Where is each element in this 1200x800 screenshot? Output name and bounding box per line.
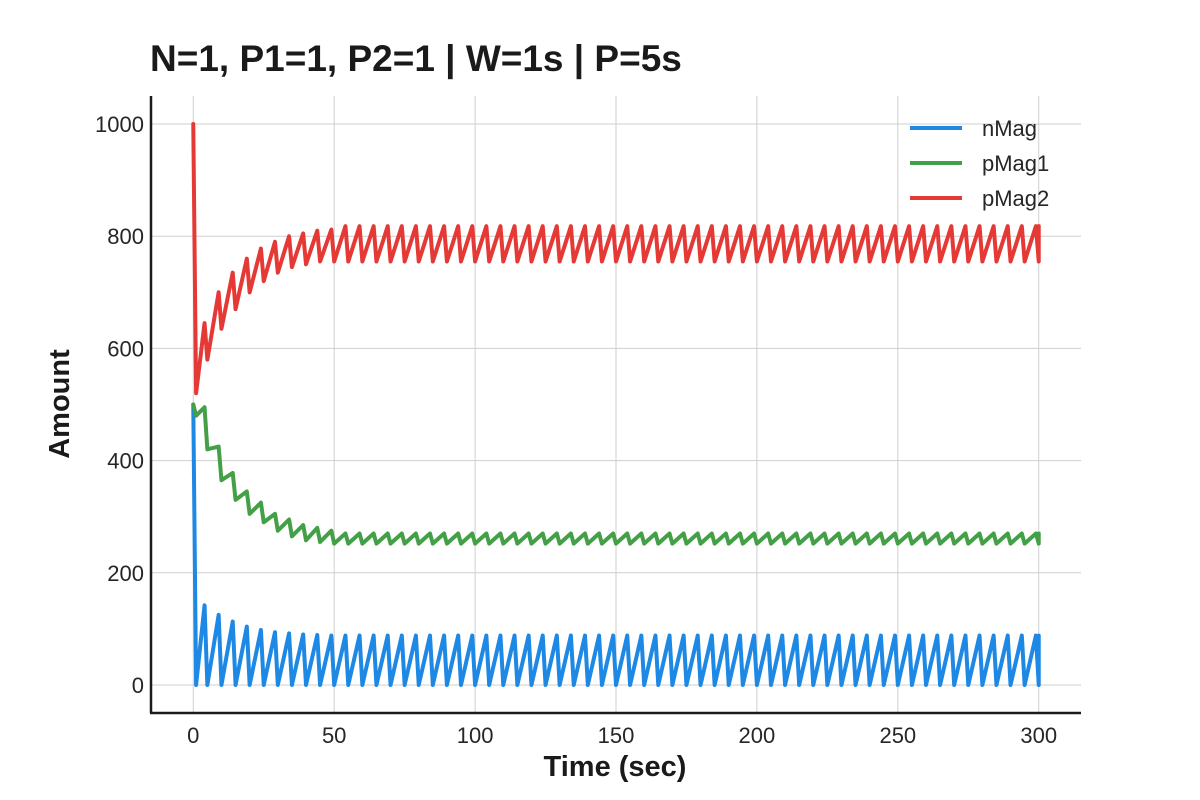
legend-label-pMag1: pMag1 [982,151,1049,176]
x-tick-labels: 0 50 100 150 200 250 300 [187,723,1057,748]
legend-label-pMag2: pMag2 [982,186,1049,211]
plot-series [191,122,1041,687]
y-tick-label: 1000 [95,112,144,137]
grid-lines [151,96,1081,713]
y-axis-label: Amount [44,349,76,459]
series-line-pMag2 [191,122,1041,396]
y-tick-label: 600 [107,336,144,361]
legend-label-nMag: nMag [982,116,1037,141]
x-tick-label: 300 [1020,723,1057,748]
y-tick-labels: 0 200 400 600 800 1000 [95,112,144,698]
y-tick-label: 200 [107,561,144,586]
x-tick-label: 150 [598,723,635,748]
x-tick-label: 50 [322,723,346,748]
x-axis-label: Time (sec) [544,751,687,783]
x-tick-label: 250 [879,723,916,748]
y-tick-label: 800 [107,224,144,249]
chart-title: N=1, P1=1, P2=1 | W=1s | P=5s [150,38,682,80]
x-tick-label: 100 [457,723,494,748]
x-tick-label: 200 [739,723,776,748]
series-line-pMag1 [191,402,1041,546]
legend: nMag pMag1 pMag2 [910,116,1049,211]
x-tick-label: 0 [187,723,199,748]
y-tick-label: 0 [132,673,144,698]
y-tick-label: 400 [107,449,144,474]
series-line-nMag [191,402,1041,687]
